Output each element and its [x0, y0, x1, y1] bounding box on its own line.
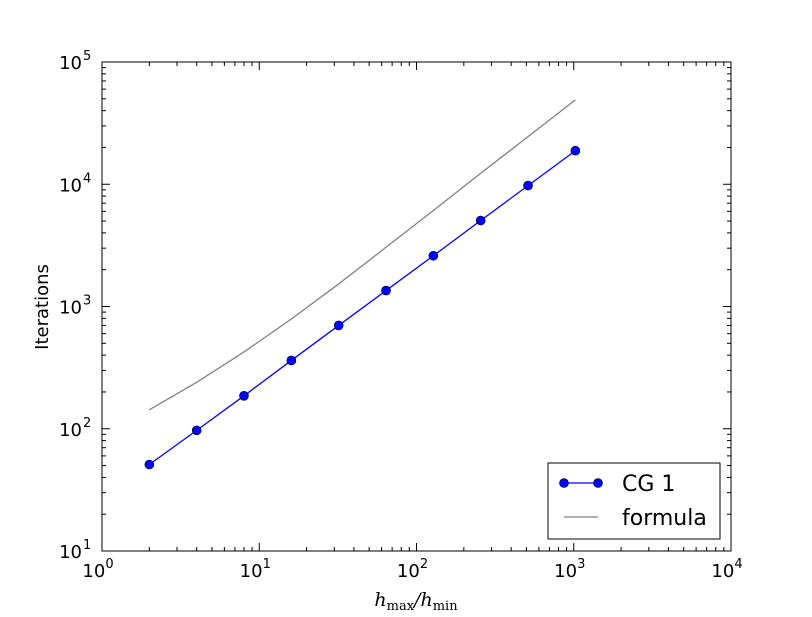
legend-marker-cg1-right	[593, 478, 603, 488]
data-point-cg-1	[523, 180, 533, 191]
y-tick-label: 10	[59, 175, 82, 196]
plot-layer	[101, 61, 732, 552]
y-tick-label: 10	[59, 542, 82, 563]
y-tick-label-exponent: 1	[83, 538, 91, 553]
data-point-cg-1	[286, 355, 297, 366]
legend-box	[547, 462, 721, 540]
x-axis-label-slash: /	[412, 589, 422, 611]
x-tick-label: 100	[82, 557, 113, 582]
data-point-cg-1	[475, 215, 486, 226]
x-tick-label: 103	[554, 557, 585, 582]
x-axis-label-min-sub: min	[433, 599, 458, 612]
x-tick-label: 101	[240, 557, 271, 582]
y-axis-label: Iterations	[32, 264, 53, 350]
data-point-cg-1	[570, 145, 581, 156]
x-axis-label-max-sub: max	[387, 599, 415, 612]
x-axis-label: hmax/hmin	[374, 589, 458, 612]
x-tick-label: 104	[711, 557, 742, 582]
data-point-cg-1	[239, 391, 249, 401]
legend-label-formula: formula	[622, 506, 707, 531]
x-tick-label: 102	[397, 557, 428, 582]
y-tick-label: 10	[59, 420, 82, 441]
data-point-cg-1	[381, 285, 391, 296]
x-axis-label-h-min: h	[420, 589, 432, 611]
data-point-cg-1	[428, 250, 439, 261]
y-tick-label-exponent: 3	[83, 294, 91, 309]
data-point-cg-1	[144, 459, 155, 470]
y-tick-label: 10	[59, 298, 82, 319]
legend-marker-cg1-left	[559, 478, 569, 488]
legend: CG 1 formula	[547, 462, 721, 540]
series-line-formula	[149, 99, 576, 411]
y-tick-label: 10	[59, 53, 82, 74]
y-tick-label-exponent: 2	[83, 416, 91, 431]
data-point-cg-1	[333, 320, 344, 331]
series-line-cg-1	[148, 150, 576, 466]
data-point-cg-1	[191, 425, 202, 436]
y-tick-label-exponent: 4	[83, 171, 91, 186]
legend-label-cg1: CG 1	[622, 472, 675, 497]
y-tick-label-exponent: 5	[83, 49, 91, 64]
x-axis-label-h-max: h	[374, 589, 386, 611]
